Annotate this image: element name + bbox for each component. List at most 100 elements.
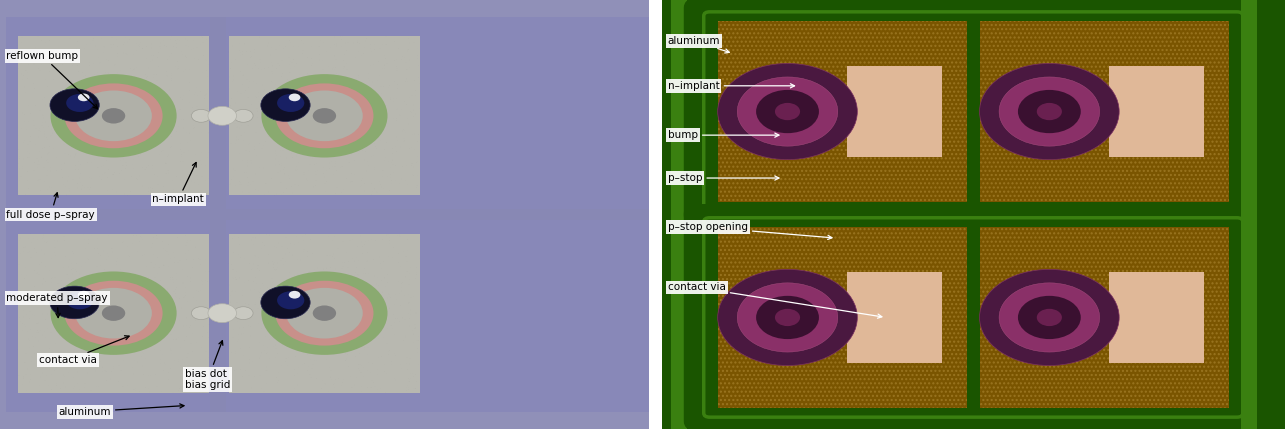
Point [346, 76, 366, 82]
Point [96, 256, 117, 263]
Point [316, 265, 337, 272]
Point [130, 388, 150, 395]
Point [333, 57, 353, 64]
Point [113, 83, 134, 90]
Point [405, 77, 425, 84]
Point [343, 302, 364, 309]
Point [281, 150, 302, 157]
Point [96, 106, 117, 113]
Point [258, 189, 279, 196]
Point [121, 158, 141, 165]
Point [382, 145, 402, 152]
Point [394, 127, 415, 134]
Point [332, 106, 352, 113]
Point [292, 327, 312, 334]
Point [15, 191, 36, 198]
Point [109, 296, 130, 303]
Point [198, 73, 218, 80]
Point [17, 119, 37, 126]
Point [108, 248, 128, 255]
Point [227, 136, 248, 143]
Point [117, 162, 137, 169]
Point [361, 153, 382, 160]
Point [265, 126, 285, 133]
Point [176, 374, 197, 381]
Point [130, 73, 150, 79]
Point [374, 65, 394, 72]
Point [234, 304, 254, 311]
Point [359, 368, 379, 375]
Point [243, 78, 263, 85]
Point [294, 246, 315, 253]
Point [132, 109, 153, 116]
Point [53, 61, 73, 68]
Point [167, 259, 188, 266]
Point [269, 290, 289, 297]
Point [64, 324, 85, 331]
Point [365, 242, 385, 249]
Point [37, 277, 58, 284]
Point [279, 300, 299, 307]
Point [163, 281, 184, 288]
Point [99, 317, 120, 323]
Point [45, 380, 66, 387]
Point [143, 240, 163, 247]
Point [236, 61, 257, 68]
Point [57, 170, 77, 177]
Point [344, 327, 365, 334]
Point [71, 263, 91, 270]
Point [145, 93, 166, 100]
Point [312, 57, 333, 64]
Point [161, 255, 181, 262]
Point [233, 72, 253, 79]
Point [220, 85, 240, 92]
Point [140, 184, 161, 191]
Point [66, 268, 86, 275]
Point [242, 236, 262, 243]
Point [276, 292, 297, 299]
Point [254, 251, 275, 258]
Point [360, 41, 380, 48]
Point [319, 165, 339, 172]
Point [375, 283, 396, 290]
Point [320, 264, 341, 271]
Point [87, 245, 108, 252]
Point [41, 73, 62, 80]
Point [224, 34, 244, 41]
Point [153, 319, 173, 326]
Point [13, 163, 33, 169]
Point [316, 188, 337, 195]
Point [275, 355, 296, 362]
Point [397, 78, 418, 85]
Point [406, 182, 427, 189]
Point [388, 37, 409, 44]
Point [41, 275, 62, 281]
Point [23, 122, 44, 129]
Point [306, 178, 326, 184]
Point [299, 130, 320, 136]
Point [135, 291, 155, 298]
Point [123, 281, 144, 287]
Point [350, 148, 370, 155]
Point [229, 336, 249, 343]
Point [380, 96, 401, 103]
Point [329, 94, 350, 101]
Point [128, 278, 149, 285]
Bar [1241, 0, 1285, 429]
Point [398, 79, 419, 86]
Point [146, 232, 167, 239]
Point [242, 266, 262, 273]
Point [389, 111, 410, 118]
Point [288, 305, 308, 312]
Point [64, 279, 85, 286]
Point [224, 387, 244, 394]
Point [149, 321, 170, 328]
Point [272, 70, 293, 77]
Point [320, 111, 341, 118]
Point [150, 301, 171, 308]
Point [35, 53, 55, 60]
Point [69, 320, 90, 327]
Point [190, 88, 211, 94]
Point [332, 126, 352, 133]
Circle shape [50, 272, 176, 355]
